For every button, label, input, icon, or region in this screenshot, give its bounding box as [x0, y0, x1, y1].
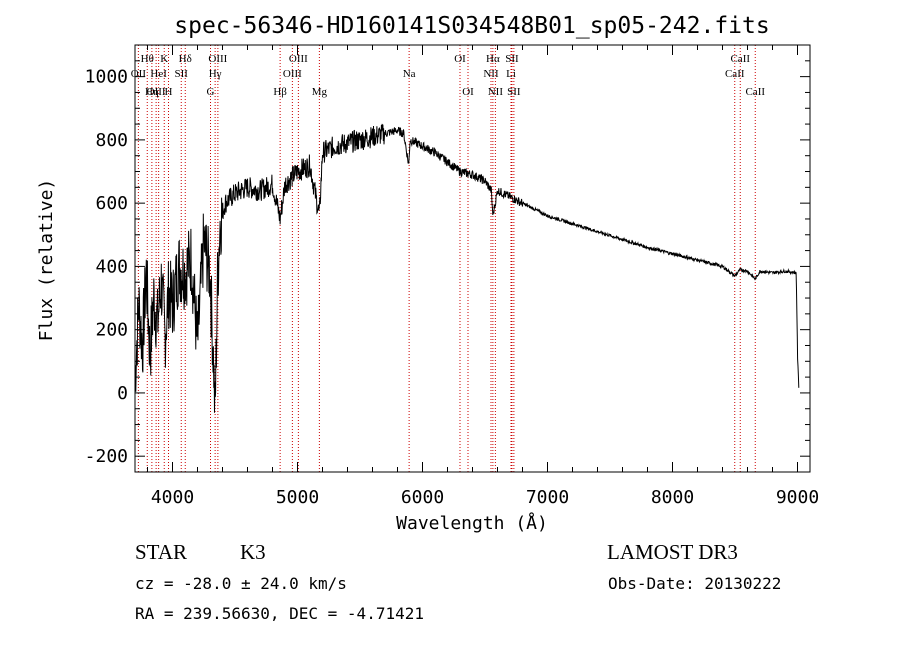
line-markers: [137, 45, 756, 472]
line-marker-label: CaII: [745, 86, 765, 98]
x-tick-label: 4000: [151, 487, 194, 508]
line-marker-label: Hθ: [141, 53, 154, 65]
y-tick-label: 600: [95, 193, 128, 214]
line-marker-label: Li: [506, 68, 516, 80]
line-marker-label: Hγ: [209, 68, 222, 80]
y-axis-label: Flux (relative): [36, 179, 57, 342]
line-marker-label: SII: [505, 53, 519, 65]
line-marker-label: Hβ: [273, 86, 287, 98]
line-marker-label: Hα: [486, 53, 500, 65]
line-marker-label: HeI: [150, 68, 167, 80]
spectrum-line: [134, 123, 800, 413]
velocity-info: cz = -28.0 ± 24.0 km/s: [135, 574, 347, 593]
line-marker-label: OI: [454, 53, 466, 65]
x-axis-label: Wavelength (Å): [396, 512, 548, 534]
line-marker-label: SII: [507, 86, 521, 98]
x-tick-label: 8000: [651, 487, 694, 508]
line-marker-label: OI: [462, 86, 474, 98]
spectrum-chart: spec-56346-HD160141S034548B01_sp05-242.f…: [36, 13, 819, 534]
x-tick-label: 5000: [276, 487, 319, 508]
line-marker-label: Mg: [312, 86, 328, 98]
x-tick-label: 9000: [776, 487, 819, 508]
line-marker-label: NII: [488, 86, 504, 98]
line-marker-label: OIII: [208, 53, 227, 65]
y-tick-label: -200: [85, 446, 128, 467]
y-tick-label: 1000: [85, 67, 128, 88]
line-marker-label: CaII: [725, 68, 745, 80]
line-marker-label: K: [160, 53, 168, 65]
line-marker-label: Hδ: [179, 53, 192, 65]
x-tick-label: 6000: [401, 487, 444, 508]
x-axis: 4000 5000 6000 7000 8000 9000: [147, 45, 819, 508]
chart-title: spec-56346-HD160141S034548B01_sp05-242.f…: [174, 13, 769, 39]
line-marker-label: G: [207, 86, 215, 98]
y-tick-label: 400: [95, 256, 128, 277]
x-tick-label: 7000: [526, 487, 569, 508]
obs-date: Obs-Date: 20130222: [608, 574, 782, 593]
y-tick-label: 200: [95, 320, 128, 341]
line-marker-label: H: [165, 86, 173, 98]
survey-name: LAMOST DR3: [607, 540, 738, 564]
line-marker-label: OIII: [147, 86, 166, 98]
line-marker-label: Hη: [145, 86, 159, 98]
line-marker-label: OIII: [283, 68, 302, 80]
subclass: K3: [240, 540, 266, 564]
line-marker-label: OIII: [289, 53, 308, 65]
line-marker-label: NII: [483, 68, 499, 80]
y-tick-label: 0: [117, 383, 128, 404]
object-class: STAR: [135, 540, 187, 564]
plot-frame: [134, 44, 811, 473]
y-axis: -200 0 200 400 600 800 1000: [85, 44, 810, 473]
line-marker-label: SII: [175, 68, 189, 80]
line-marker-label: CaII: [730, 53, 750, 65]
line-marker-label: OII: [131, 68, 147, 80]
coordinates: RA = 239.56630, DEC = -4.71421: [135, 604, 424, 623]
y-tick-label: 800: [95, 130, 128, 151]
line-marker-label: Na: [403, 68, 416, 80]
